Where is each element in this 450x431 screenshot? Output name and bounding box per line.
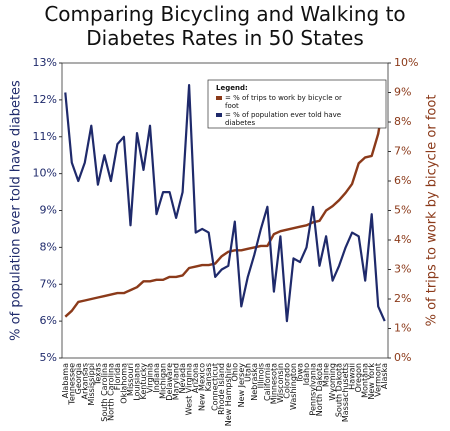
x-tick-label: Oregon [354, 363, 363, 392]
y-axis-title: % of population ever told have diabetes [9, 80, 24, 341]
x-tick-label: New Jersey [237, 363, 246, 408]
x-tick-label: Alabama [61, 363, 70, 398]
x-tick-label: Wisconsin [276, 363, 285, 403]
y2-tick-label: 8% [394, 115, 411, 128]
legend-swatch [216, 113, 222, 117]
x-tick-label: Texas [93, 363, 102, 386]
x-tick-label: Pennsylvania [309, 363, 318, 416]
x-tick-label: Maine [322, 363, 331, 387]
x-tick-label: Missouri [126, 363, 135, 396]
x-tick-label: Delaware [165, 363, 174, 401]
x-tick-label: West Virginia [185, 363, 194, 415]
x-tick-label: Rhode Island [217, 363, 226, 415]
x-tick-label: North Dakota [315, 363, 324, 416]
legend-label: = % of population ever told have diabetes [225, 111, 341, 127]
x-tick-label: Maryland [172, 363, 181, 400]
x-tick-label: New York [367, 363, 376, 400]
y2-tick-label: 6% [394, 174, 411, 187]
y-tick-label: 9% [40, 204, 57, 217]
y2-tick-label: 9% [394, 86, 411, 99]
y2-tick-label: 10% [394, 56, 418, 69]
x-tick-label: Tennessee [67, 363, 76, 406]
x-tick-label: Alaska [380, 363, 389, 389]
y-tick-label: 8% [40, 240, 57, 253]
x-tick-label: Virginia [146, 363, 155, 393]
x-tick-label: Mississippi [87, 363, 96, 406]
x-tick-label: New Hampshire [224, 363, 233, 426]
data-line [64, 84, 386, 323]
x-tick-label: Nebraska [250, 363, 259, 401]
x-tick-label: Connecticut [211, 363, 220, 411]
y2-tick-label: 4% [394, 233, 411, 246]
x-tick-label: Florida [113, 363, 122, 390]
y-tick-label: 12% [33, 93, 57, 106]
x-tick-label: Massachusetts [341, 363, 350, 422]
y2-axis-title: % of trips to work by bicycle or foot [425, 95, 440, 327]
x-tick-label: Washington [289, 363, 298, 410]
data-line [64, 95, 386, 318]
x-tick-label: Illinois [256, 363, 265, 388]
y2-tick-label: 0% [394, 351, 411, 364]
x-tick-label: South Dakota [335, 363, 344, 417]
y-tick-label: 7% [40, 277, 57, 290]
legend-label: = % of trips to work by bicycle or foot [225, 94, 342, 110]
x-tick-label: Louisiana [132, 363, 141, 401]
x-tick-label: Colorado [282, 363, 291, 399]
x-tick-label: Wyoming [328, 363, 337, 401]
x-tick-label: Oklahoma [119, 363, 128, 404]
y2-tick-label: 7% [394, 145, 411, 158]
x-tick-label: Utah [243, 363, 252, 382]
x-tick-label: North Carolina [106, 363, 115, 421]
x-tick-label: Ohio [230, 363, 239, 382]
y-tick-label: 10% [33, 167, 57, 180]
y2-tick-label: 2% [394, 292, 411, 305]
x-tick-label: Kentucky [139, 363, 148, 400]
x-tick-label: Kansas [204, 363, 213, 391]
x-tick-label: Arkansas [80, 363, 89, 399]
y-tick-label: 6% [40, 314, 57, 327]
legend-title: Legend: [216, 84, 248, 92]
x-tick-label: New Mexico [198, 363, 207, 411]
y-tick-label: 11% [33, 130, 57, 143]
x-tick-label: South Carolina [100, 363, 109, 422]
x-tick-label: Michigan [159, 363, 168, 399]
x-tick-label: Idaho [302, 363, 311, 385]
y-tick-label: 5% [40, 351, 57, 364]
y2-tick-label: 1% [394, 322, 411, 335]
x-tick-label: Vermont [374, 363, 383, 397]
y2-tick-label: 5% [394, 204, 411, 217]
y2-tick-label: 3% [394, 263, 411, 276]
x-tick-label: Minnesota [269, 363, 278, 404]
legend-swatch [216, 96, 222, 100]
legend-box [207, 79, 387, 129]
x-tick-label: Georgia [74, 363, 83, 394]
x-tick-label: Hawaii [348, 363, 357, 390]
chart-title: Comparing Bicycling and Walking to Diabe… [44, 2, 406, 50]
x-tick-label: Arizona [191, 363, 200, 393]
x-tick-label: Nevada [178, 363, 187, 394]
x-tick-label: Iowa [295, 363, 304, 382]
x-tick-label: Indiana [152, 363, 161, 393]
x-tick-label: California [263, 363, 272, 401]
y-tick-label: 13% [33, 56, 57, 69]
x-tick-label: Montana [361, 363, 370, 398]
